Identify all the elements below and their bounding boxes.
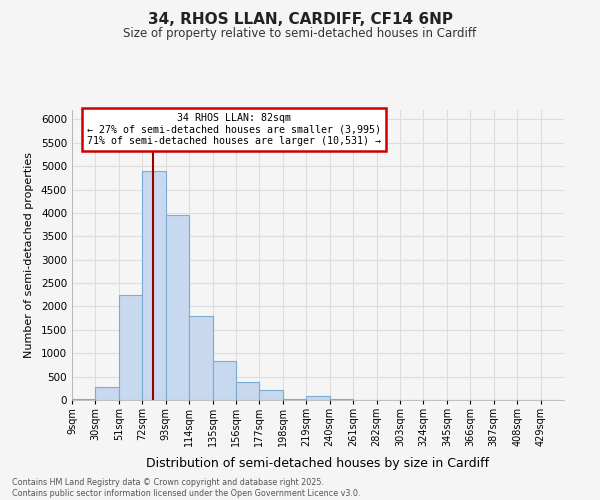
Text: Size of property relative to semi-detached houses in Cardiff: Size of property relative to semi-detach… — [124, 28, 476, 40]
Text: 34, RHOS LLAN, CARDIFF, CF14 6NP: 34, RHOS LLAN, CARDIFF, CF14 6NP — [148, 12, 452, 28]
X-axis label: Distribution of semi-detached houses by size in Cardiff: Distribution of semi-detached houses by … — [146, 458, 490, 470]
Bar — [330, 398, 353, 400]
Text: 34 RHOS LLAN: 82sqm
← 27% of semi-detached houses are smaller (3,995)
71% of sem: 34 RHOS LLAN: 82sqm ← 27% of semi-detach… — [88, 113, 382, 146]
Bar — [306, 396, 330, 400]
Bar — [283, 398, 306, 400]
Text: Contains HM Land Registry data © Crown copyright and database right 2025.
Contai: Contains HM Land Registry data © Crown c… — [12, 478, 361, 498]
Bar — [72, 398, 95, 400]
Bar — [236, 382, 259, 400]
Bar — [119, 295, 142, 400]
Y-axis label: Number of semi-detached properties: Number of semi-detached properties — [24, 152, 34, 358]
Bar — [259, 390, 283, 400]
Bar — [142, 171, 166, 400]
Bar — [166, 215, 189, 400]
Bar — [95, 387, 119, 400]
Bar — [189, 316, 212, 400]
Bar — [212, 360, 236, 400]
